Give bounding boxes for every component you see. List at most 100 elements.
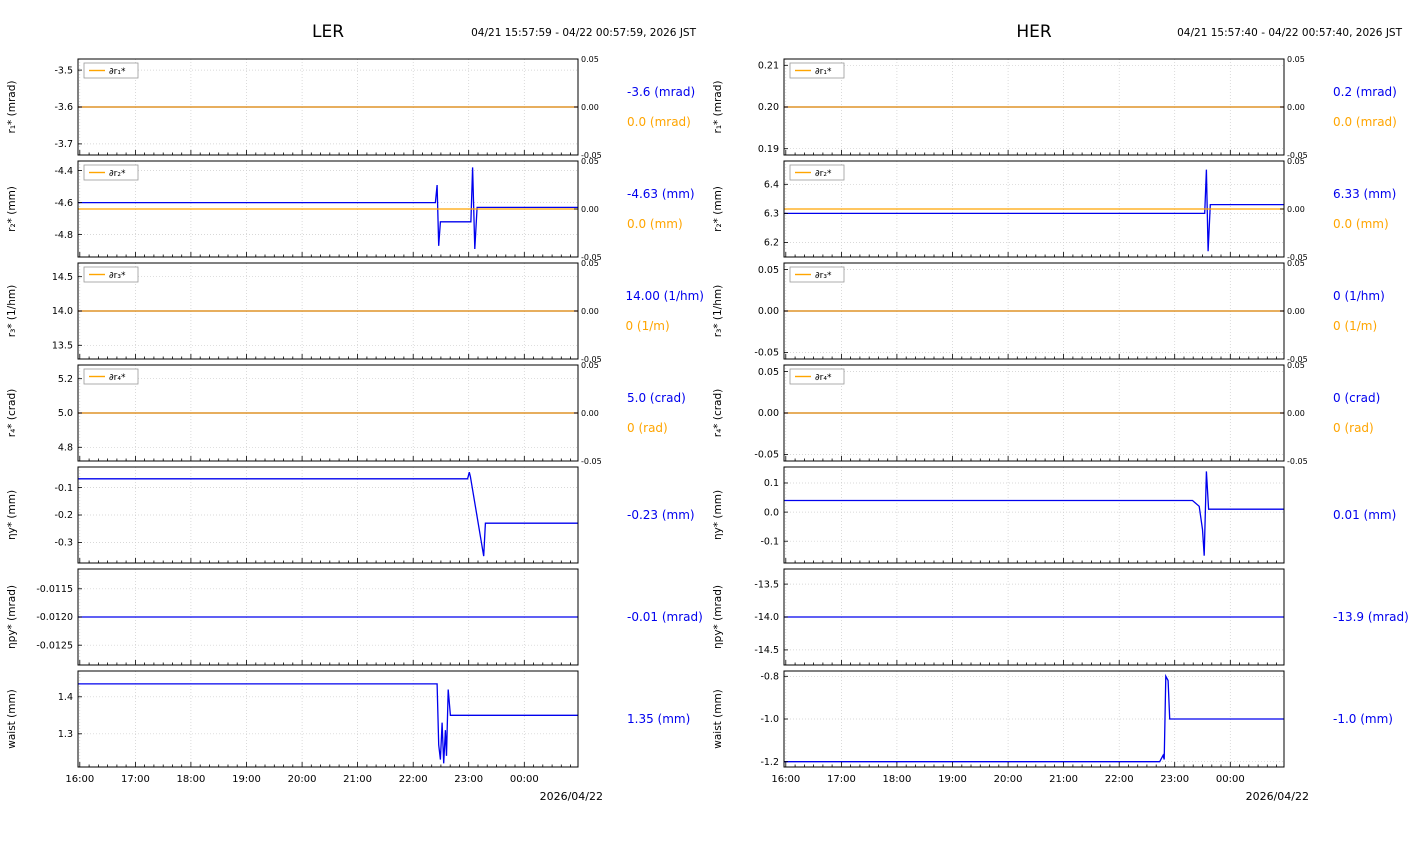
y-tick-label: -1.0: [760, 714, 779, 725]
legend-label: ∂r₁*: [815, 67, 832, 77]
plot-border: [77, 670, 579, 768]
x-tick-label: 23:00: [454, 774, 483, 785]
x-tick-label: 20:00: [994, 774, 1023, 785]
y-axis-label: ηy* (mm): [712, 490, 724, 540]
y-axis-label: r₃* (1/hm): [6, 285, 18, 337]
panel-value-orange: 0 (1/m): [625, 319, 670, 333]
y-tick-label: -0.0115: [36, 584, 73, 595]
x-tick-label: 22:00: [399, 774, 428, 785]
series-group: [78, 472, 578, 557]
plot-border: [783, 466, 1285, 564]
series-group: [784, 169, 1284, 252]
right-tick-label: 0.05: [581, 362, 599, 370]
panel-plot: 14.5 14.0 13.5 0.05 0.00 -0.05 r₃* (1/hm) ∂r₃*: [6, 260, 602, 362]
x-tick-label: 19:00: [938, 774, 967, 785]
panel-value-labels: 0.2 (mrad) 0.0 (mrad): [1323, 56, 1397, 158]
right-tick-label: -0.05: [1287, 253, 1308, 260]
chart-panel: -13.5 -14.0 -14.5 ηpy* (mrad) -13.9 (mrad): [708, 566, 1410, 668]
right-tick-label: 0.05: [1287, 56, 1305, 64]
panel-plot: 0.05 0.00 -0.05 0.05 0.00 -0.05 r₄* (crad) ∂r₄*: [712, 362, 1308, 464]
panel-value-orange: 0 (rad): [1333, 421, 1374, 435]
legend: ∂r₂*: [789, 164, 845, 181]
legend-box: [789, 164, 845, 181]
chart-panel: -0.0115 -0.0120 -0.0125 ηpy* (mrad) -0.01 (m…: [2, 566, 704, 668]
series-line-blue: [78, 472, 578, 557]
right-tick-label: 0.00: [1287, 205, 1305, 214]
column-time-range: 04/21 15:57:59 - 04/22 00:57:59, 2026 JS…: [471, 27, 696, 39]
right-tick-label: -0.05: [1287, 151, 1308, 158]
x-tick-label: 17:00: [827, 774, 856, 785]
y-tick-label: -0.0120: [36, 612, 73, 623]
panel-value-blue: 14.00 (1/hm): [625, 289, 704, 303]
y-axis-label: waist (mm): [712, 689, 724, 749]
column-title: LER: [311, 22, 345, 42]
right-tick-label: 0.00: [581, 205, 599, 214]
panel-value-labels: -13.9 (mrad): [1323, 566, 1409, 668]
legend-label: ∂r₂*: [815, 169, 832, 179]
axes: -13.5 -14.0 -14.5: [754, 568, 1285, 666]
y-tick-label: -3.6: [54, 102, 73, 113]
y-axis-label: r₄* (crad): [712, 389, 724, 438]
y-tick-label: -0.8: [760, 672, 779, 683]
y-tick-label: -1.2: [760, 757, 779, 768]
chart-panel: 5.2 5.0 4.8 0.05 0.00 -0.05 r₄* (crad) ∂r₄* 5.0 …: [2, 362, 704, 464]
legend: ∂r₃*: [789, 266, 845, 283]
panels-container: 0.21 0.20 0.19 0.05 0.00 -0.05 r₁* (mrad) ∂r₁* 0…: [708, 56, 1410, 803]
series-line-blue: [78, 167, 578, 250]
panel-value-orange: 0.0 (mm): [627, 217, 683, 231]
axes: -0.8 -1.0 -1.2: [760, 670, 1285, 768]
panel-value-blue: -3.6 (mrad): [627, 85, 696, 99]
panel-value-labels: 6.33 (mm) 0.0 (mm): [1323, 158, 1396, 260]
series-group: [78, 683, 578, 764]
y-tick-label: 0.0: [764, 507, 779, 518]
right-tick-label: 0.00: [1287, 307, 1305, 316]
y-tick-label: -14.5: [754, 645, 779, 656]
right-tick-label: 0.00: [581, 409, 599, 418]
series-line-blue: [78, 683, 578, 764]
gridlines: [78, 467, 578, 563]
panel-value-labels: 14.00 (1/hm) 0 (1/m): [615, 260, 704, 362]
y-tick-label: 0.05: [758, 265, 779, 276]
y-axis-label: r₁* (mrad): [6, 81, 18, 134]
x-tick-label: 00:00: [510, 774, 539, 785]
right-tick-label: -0.05: [581, 253, 602, 260]
right-tick-label: 0.05: [1287, 362, 1305, 370]
y-tick-label: 6.3: [764, 209, 779, 220]
gridlines: [784, 467, 1284, 563]
x-tick-label: 21:00: [343, 774, 372, 785]
y-tick-label: -0.3: [54, 538, 73, 549]
y-axis-label: ηpy* (mrad): [6, 585, 18, 649]
panel-plot: -0.1 -0.2 -0.3 ηy* (mm): [6, 466, 579, 564]
x-tick-label: 00:00: [1216, 774, 1245, 785]
panel-plot: -13.5 -14.0 -14.5 ηpy* (mrad): [712, 568, 1285, 666]
right-tick-label: 0.05: [1287, 158, 1305, 166]
series-group: [78, 167, 578, 250]
chart-panel: -0.8 -1.0 -1.2 waist (mm) 16:00 17:00 18:00 19:…: [708, 668, 1410, 788]
chart-panel: 0.21 0.20 0.19 0.05 0.00 -0.05 r₁* (mrad) ∂r₁* 0…: [708, 56, 1410, 158]
panel-value-blue: 6.33 (mm): [1333, 187, 1397, 201]
y-tick-label: -0.0125: [36, 640, 73, 651]
panel-value-orange: 0.0 (mm): [1333, 217, 1389, 231]
panel-plot: -4.4 -4.6 -4.8 0.05 0.00 -0.05 r₂* (mm) ∂r₂*: [6, 158, 602, 260]
panel-value-labels: 0 (1/hm) 0 (1/m): [1323, 260, 1385, 362]
panel-value-orange: 0 (rad): [627, 421, 668, 435]
legend-label: ∂r₄*: [109, 373, 126, 383]
legend-box: [83, 164, 139, 181]
x-tick-label: 23:00: [1160, 774, 1189, 785]
x-tick-labels: 16:00 17:00 18:00 19:00 20:00 21:00 22:00 23:00…: [65, 774, 538, 785]
right-tick-label: 0.00: [581, 103, 599, 112]
axes: -0.1 -0.2 -0.3: [54, 466, 579, 564]
right-tick-label: 0.05: [1287, 260, 1305, 268]
legend-box: [789, 368, 845, 385]
y-tick-label: 1.3: [58, 729, 73, 740]
right-tick-label: 0.05: [581, 260, 599, 268]
axes: 0.1 0.0 -0.1: [760, 466, 1285, 564]
y-tick-label: -0.05: [754, 348, 779, 359]
legend-label: ∂r₃*: [815, 271, 832, 281]
x-axis-date-label: 2026/04/22: [539, 790, 603, 803]
column-header: LER 04/21 15:57:59 - 04/22 00:57:59, 202…: [2, 14, 704, 56]
axes: 14.5 14.0 13.5 0.05 0.00 -0.05: [52, 260, 602, 362]
column-time-range: 04/21 15:57:40 - 04/22 00:57:40, 2026 JS…: [1177, 27, 1402, 39]
right-tick-label: -0.05: [581, 151, 602, 158]
y-tick-label: -14.0: [754, 612, 779, 623]
